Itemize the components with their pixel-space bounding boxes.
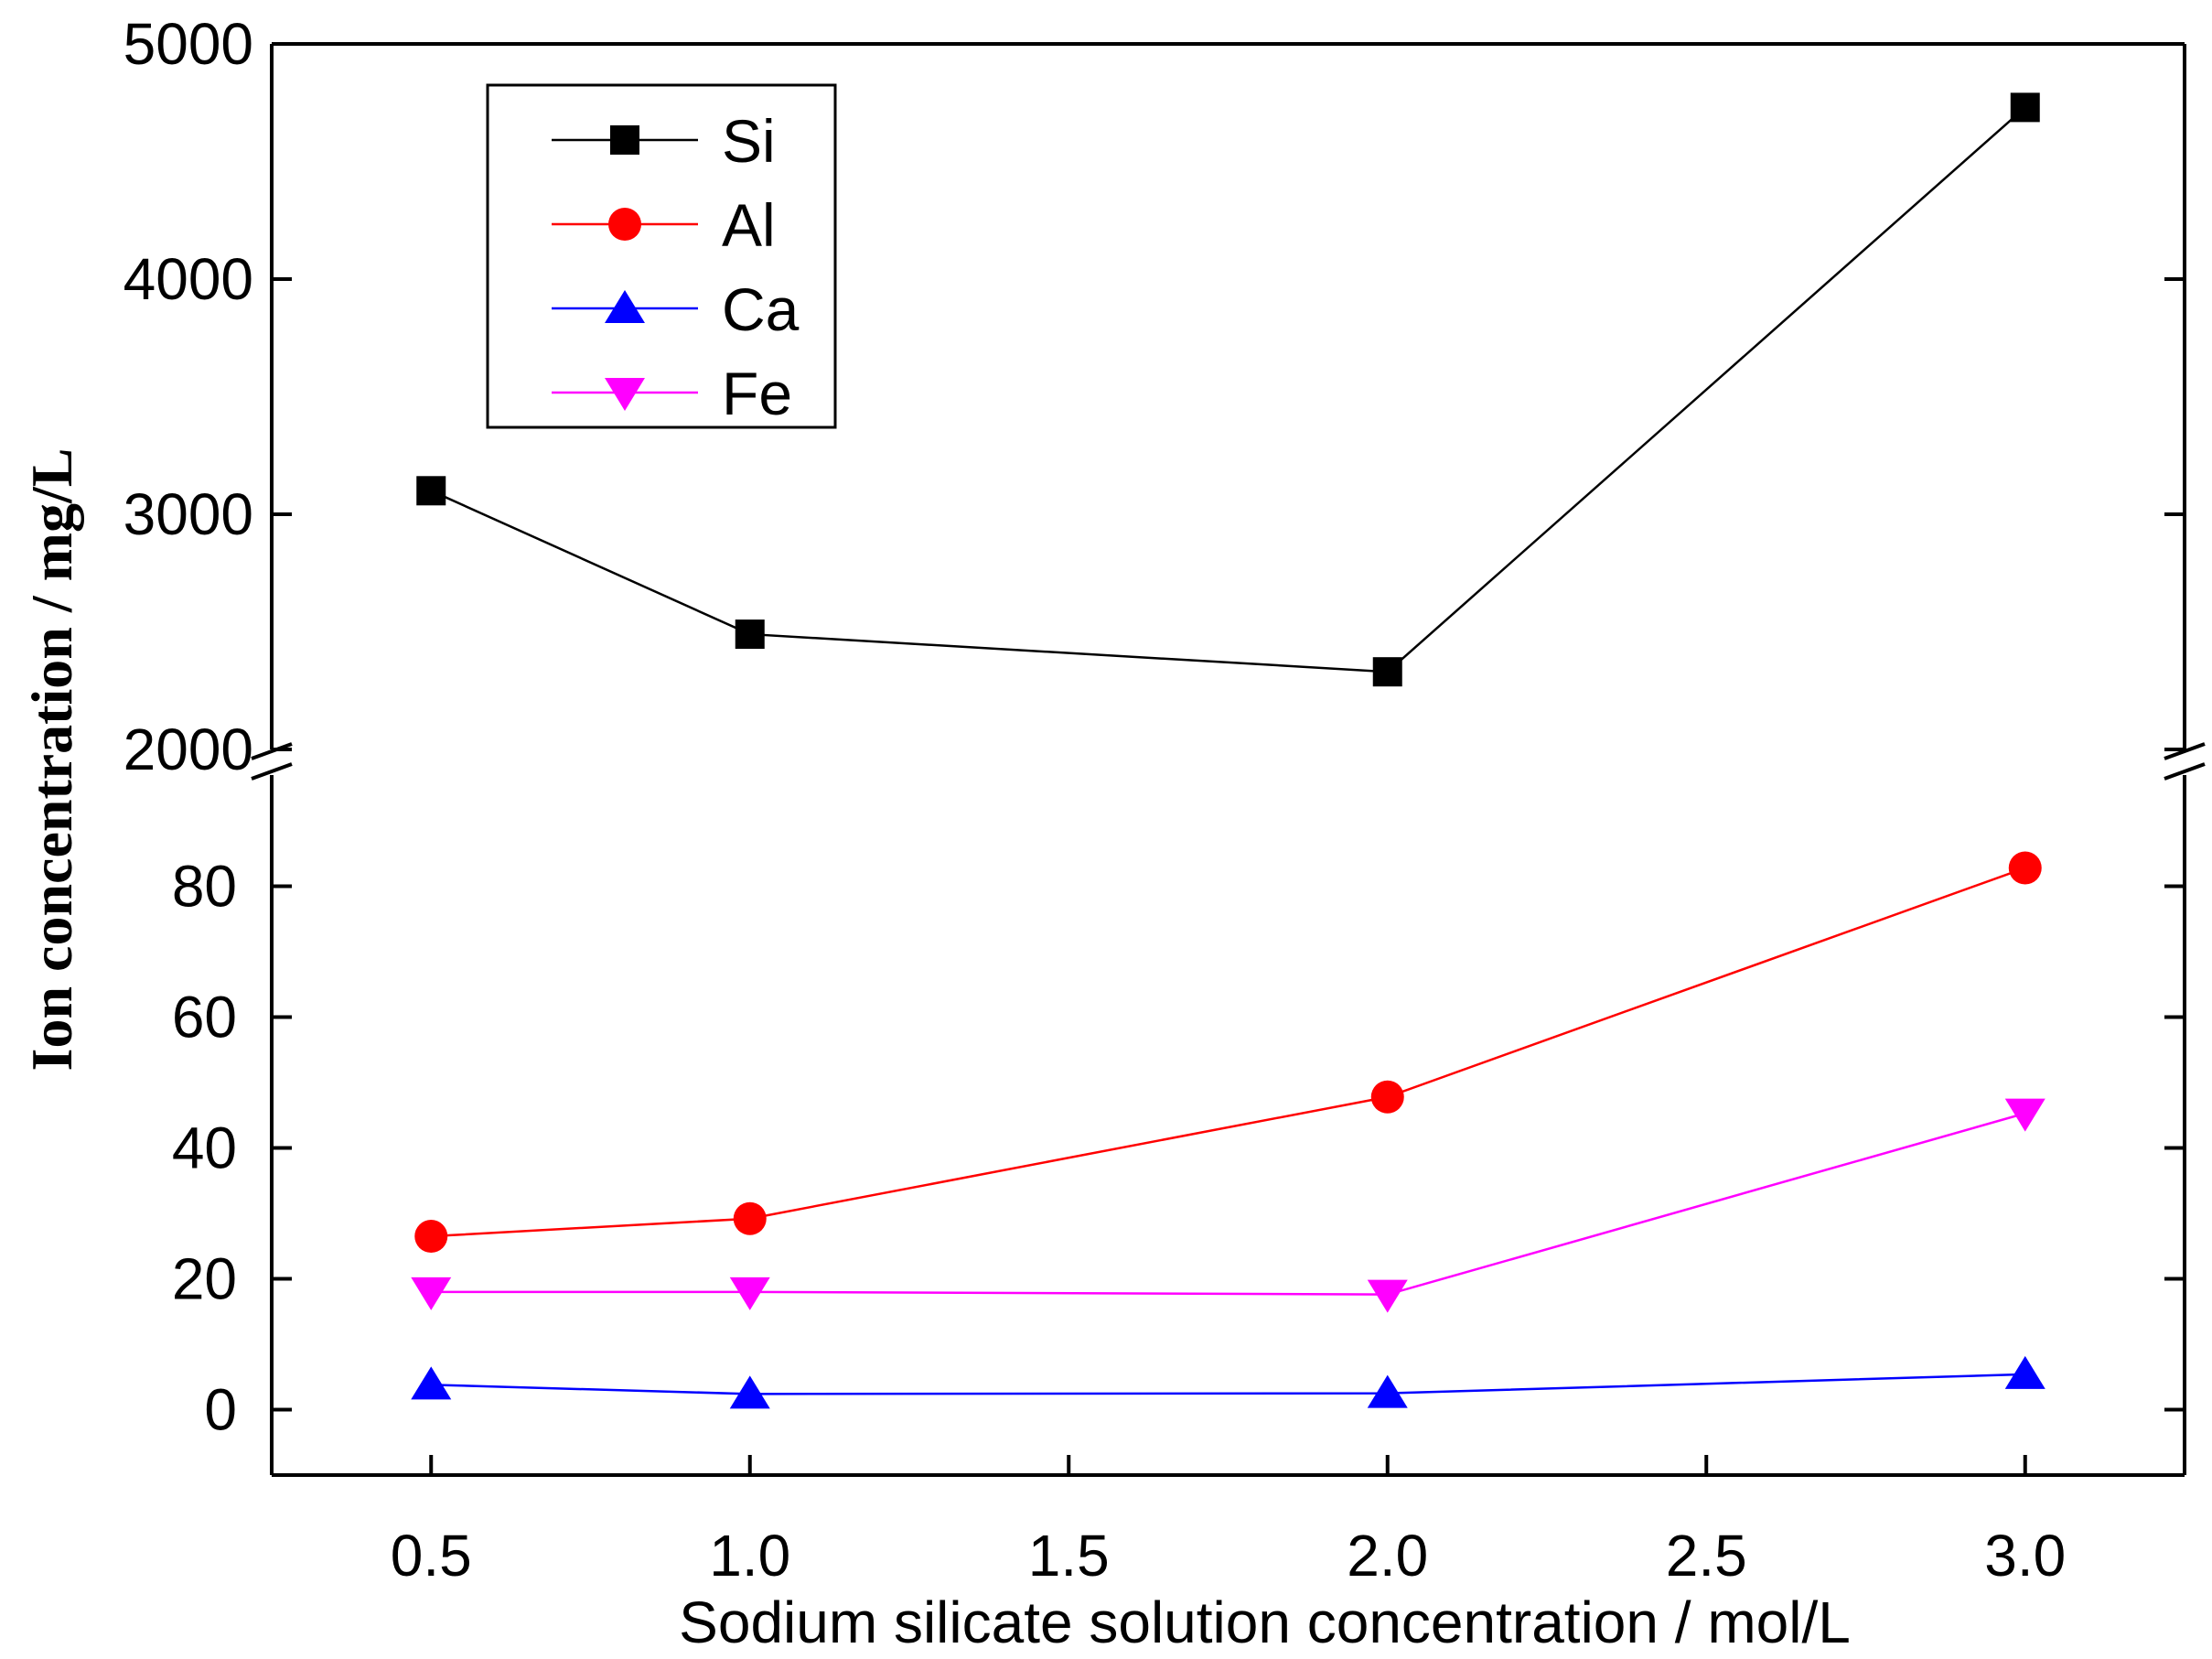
data-point-si	[416, 476, 446, 506]
y-tick-label-lower: 0	[204, 1377, 237, 1443]
y-tick-label-lower: 60	[172, 985, 237, 1050]
y-tick-label-upper: 5000	[123, 11, 253, 77]
data-point-fe	[1367, 1279, 1408, 1313]
data-point-fe	[411, 1277, 452, 1310]
y-tick-label-upper: 2000	[123, 716, 253, 782]
data-point-si	[735, 619, 765, 650]
series-ca	[411, 1355, 2046, 1409]
series-line-al	[431, 867, 2026, 1238]
data-point-ca	[411, 1366, 452, 1400]
legend-box	[486, 83, 837, 429]
x-tick-label: 1.5	[1028, 1523, 1110, 1589]
data-point-ca	[2004, 1355, 2046, 1389]
legend-marker-fe	[605, 378, 645, 411]
series-line-fe	[431, 1112, 2026, 1296]
data-point-al	[2008, 851, 2042, 885]
y-tick-label-lower: 80	[172, 854, 237, 920]
x-axis-title: Sodium silicate solution concentration /…	[679, 1589, 1851, 1655]
y-axis-title: Ion concentration / mg/L	[19, 448, 84, 1072]
axis-break-mark-left-2	[251, 762, 293, 781]
x-tick-label: 2.5	[1666, 1523, 1747, 1589]
legend-label-fe: Fe	[722, 360, 792, 427]
y-tick-label-lower: 20	[172, 1246, 237, 1312]
axis-break-mark-right-2	[2164, 762, 2206, 781]
data-point-ca	[729, 1375, 770, 1409]
plot-area	[251, 42, 2206, 1477]
y-tick-label-lower: 40	[172, 1115, 237, 1181]
legend-marker-al	[608, 208, 641, 241]
data-point-si	[2010, 92, 2040, 123]
data-point-al	[414, 1220, 448, 1254]
y-tick-label-upper: 3000	[123, 481, 253, 547]
legend-label-ca: Ca	[722, 275, 800, 343]
data-point-ca	[1367, 1374, 1408, 1408]
legend: Si Al Ca Fe	[486, 83, 837, 429]
x-tick-label: 1.0	[709, 1523, 790, 1589]
legend-label-si: Si	[722, 107, 776, 175]
legend-marker-ca	[605, 290, 645, 323]
legend-marker-si	[610, 125, 639, 155]
x-tick-label: 3.0	[1984, 1523, 2066, 1589]
data-point-al	[733, 1201, 767, 1235]
series-line-ca	[431, 1373, 2025, 1395]
data-point-al	[1370, 1080, 1404, 1114]
data-point-fe	[729, 1277, 770, 1310]
series-fe	[411, 1098, 2046, 1313]
legend-label-al: Al	[722, 191, 776, 259]
data-point-fe	[2004, 1098, 2046, 1132]
series-line-si	[430, 106, 2026, 673]
y-axis: 2000 3000 4000 5000 0 20 40 60 80	[123, 11, 2185, 1443]
y-tick-label-upper: 4000	[123, 246, 253, 312]
x-tick-label: 2.0	[1347, 1523, 1428, 1589]
series-si	[416, 92, 2040, 687]
series-al	[414, 851, 2042, 1254]
x-tick-label: 0.5	[391, 1523, 472, 1589]
data-point-si	[1372, 657, 1402, 687]
x-axis: 0.5 1.0 1.5 2.0 2.5 3.0	[391, 1455, 2066, 1589]
series-layer	[411, 92, 2046, 1409]
